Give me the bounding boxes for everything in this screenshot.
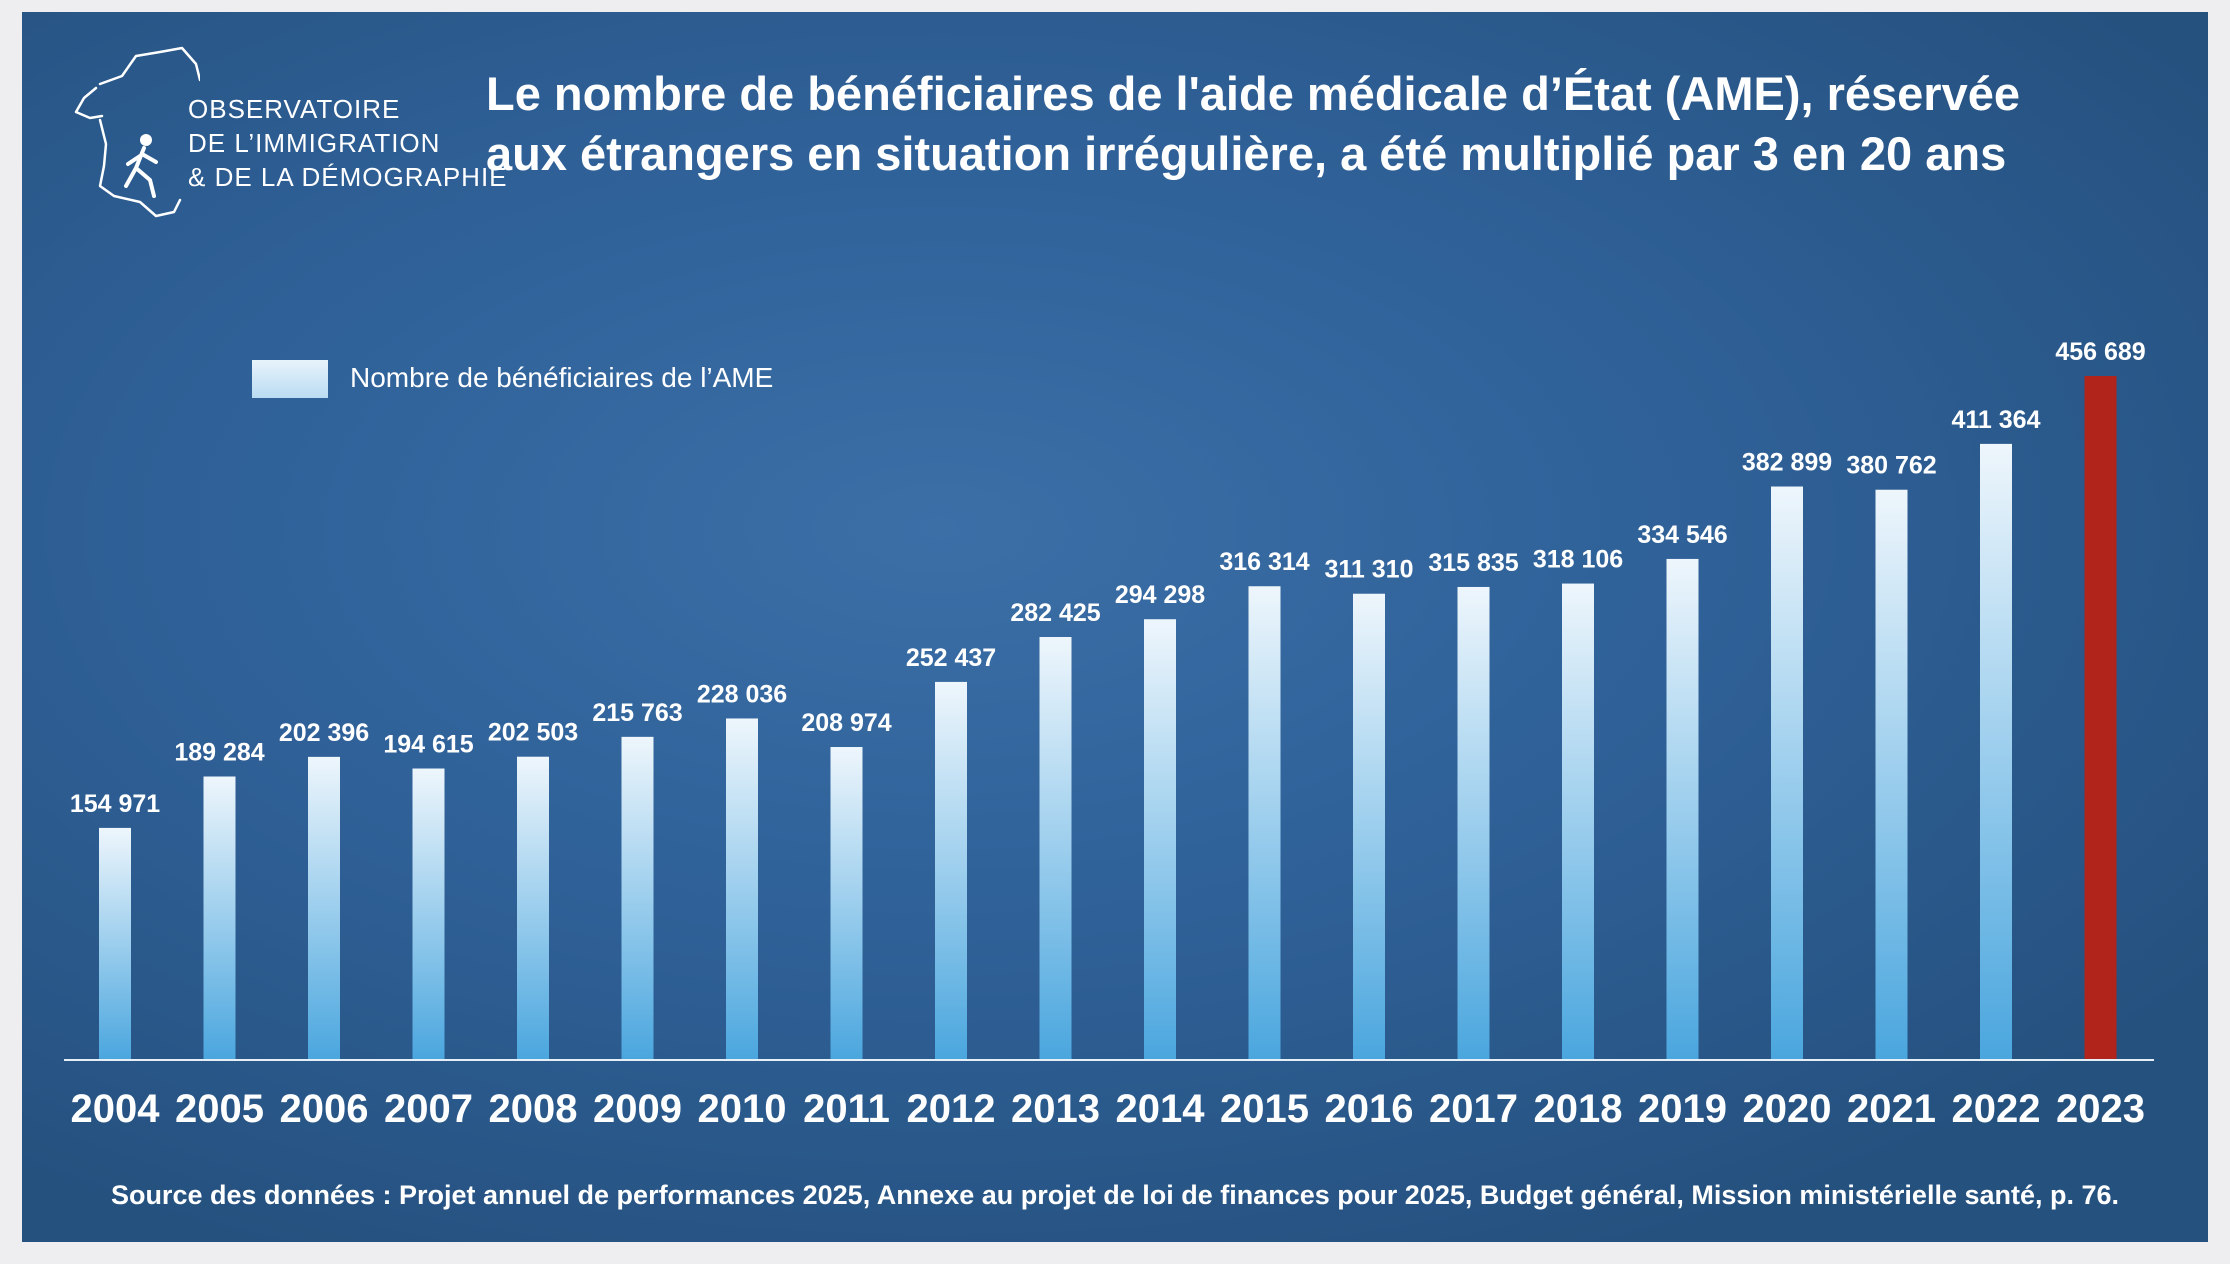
bar-2020 (1771, 486, 1803, 1060)
x-tick-label-2020: 2020 (1743, 1087, 1832, 1131)
x-tick-label-2023: 2023 (2056, 1087, 2145, 1131)
x-tick-label-2011: 2011 (803, 1087, 890, 1131)
title-line-1: Le nombre de bénéficiaires de l'aide méd… (486, 67, 2021, 120)
legend-label: Nombre de bénéficiaires de l’AME (350, 362, 774, 393)
x-tick-label-2006: 2006 (280, 1087, 369, 1131)
value-label-2005: 189 284 (174, 739, 264, 767)
value-label-2022: 411 364 (1952, 406, 2041, 434)
legend-swatch (252, 360, 328, 398)
bar-2014 (1144, 619, 1176, 1060)
bar-2015 (1248, 586, 1281, 1060)
source-note: Source des données : Projet annuel de pe… (110, 1180, 2120, 1210)
logo-line-1: OBSERVATOIRE (188, 94, 401, 124)
value-label-2017: 315 835 (1428, 549, 1518, 577)
bar-2004 (99, 827, 131, 1060)
bar-2023 (2084, 376, 2117, 1060)
x-tick-label-2008: 2008 (489, 1087, 578, 1131)
bar-2018 (1562, 583, 1594, 1060)
chart-bars (99, 376, 2117, 1061)
value-label-2015: 316 314 (1219, 548, 1309, 576)
x-tick-label-2009: 2009 (593, 1087, 682, 1131)
value-label-2008: 202 503 (488, 719, 578, 747)
x-tick-label-2018: 2018 (1534, 1087, 1623, 1131)
value-label-2018: 318 106 (1533, 546, 1623, 574)
x-tick-label-2012: 2012 (907, 1087, 996, 1131)
logo-line-2: DE L’IMMIGRATION (188, 128, 441, 158)
value-label-2013: 282 425 (1010, 599, 1100, 627)
title-line-2: aux étrangers en situation irrégulière, … (486, 127, 2007, 180)
observatoire-logo: OBSERVATOIRE DE L’IMMIGRATION & DE LA DÉ… (70, 36, 507, 246)
chart-tick-labels: 2004 2005 2006 2007 2008 2009 2010 2011 2012 2013… (71, 1087, 2145, 1131)
bar-2007 (412, 768, 445, 1060)
x-tick-label-2021: 2021 (1847, 1087, 1936, 1131)
value-label-2010: 228 036 (697, 680, 787, 708)
value-label-2021: 380 762 (1846, 452, 1936, 480)
bar-2013 (1039, 637, 1072, 1060)
bar-2005 (203, 776, 236, 1060)
chart-value-labels: 154 971 189 284 202 396 194 615 202 503 215 7… (70, 338, 2146, 818)
x-tick-label-2019: 2019 (1638, 1087, 1727, 1131)
value-label-2012: 252 437 (906, 644, 996, 672)
x-tick-label-2017: 2017 (1429, 1087, 1518, 1131)
value-label-2023: 456 689 (2055, 338, 2145, 366)
bar-2019 (1666, 558, 1699, 1060)
bar-2022 (1980, 443, 2012, 1061)
value-label-2004: 154 971 (70, 790, 160, 818)
bar-2017 (1457, 586, 1490, 1060)
logo-line-3: & DE LA DÉMOGRAPHIE (188, 162, 508, 192)
value-label-2009: 215 763 (592, 699, 682, 727)
value-label-2019: 334 546 (1637, 521, 1727, 549)
value-label-2011: 208 974 (801, 709, 891, 737)
x-tick-label-2007: 2007 (384, 1087, 473, 1131)
x-tick-label-2005: 2005 (175, 1087, 264, 1131)
france-map-runner-icon (74, 46, 200, 218)
x-tick-label-2013: 2013 (1011, 1087, 1100, 1131)
chart-slide: OBSERVATOIRE DE L’IMMIGRATION & DE LA DÉ… (22, 12, 2208, 1242)
bar-2009 (621, 736, 654, 1060)
x-tick-label-2014: 2014 (1116, 1087, 1206, 1131)
bar-2011 (830, 747, 863, 1060)
bar-2010 (726, 718, 758, 1060)
value-label-2006: 202 396 (279, 719, 369, 747)
x-tick-label-2016: 2016 (1325, 1087, 1414, 1131)
x-tick-label-2015: 2015 (1220, 1087, 1309, 1131)
bar-2016 (1353, 593, 1385, 1060)
bar-chart: 154 971 189 284 202 396 194 615 202 503 215 7… (64, 338, 2154, 1131)
value-label-2016: 311 310 (1325, 556, 1414, 584)
x-tick-label-2004: 2004 (71, 1087, 161, 1131)
x-tick-label-2010: 2010 (698, 1087, 787, 1131)
bar-2021 (1875, 489, 1908, 1060)
bar-2006 (308, 756, 340, 1060)
value-label-2007: 194 615 (383, 731, 473, 759)
page-title: Le nombre de bénéficiaires de l'aide méd… (486, 64, 2186, 184)
bar-2012 (935, 681, 967, 1060)
bar-2008 (517, 756, 549, 1060)
value-label-2020: 382 899 (1742, 449, 1832, 477)
x-tick-label-2022: 2022 (1952, 1087, 2041, 1131)
value-label-2014: 294 298 (1115, 581, 1205, 609)
